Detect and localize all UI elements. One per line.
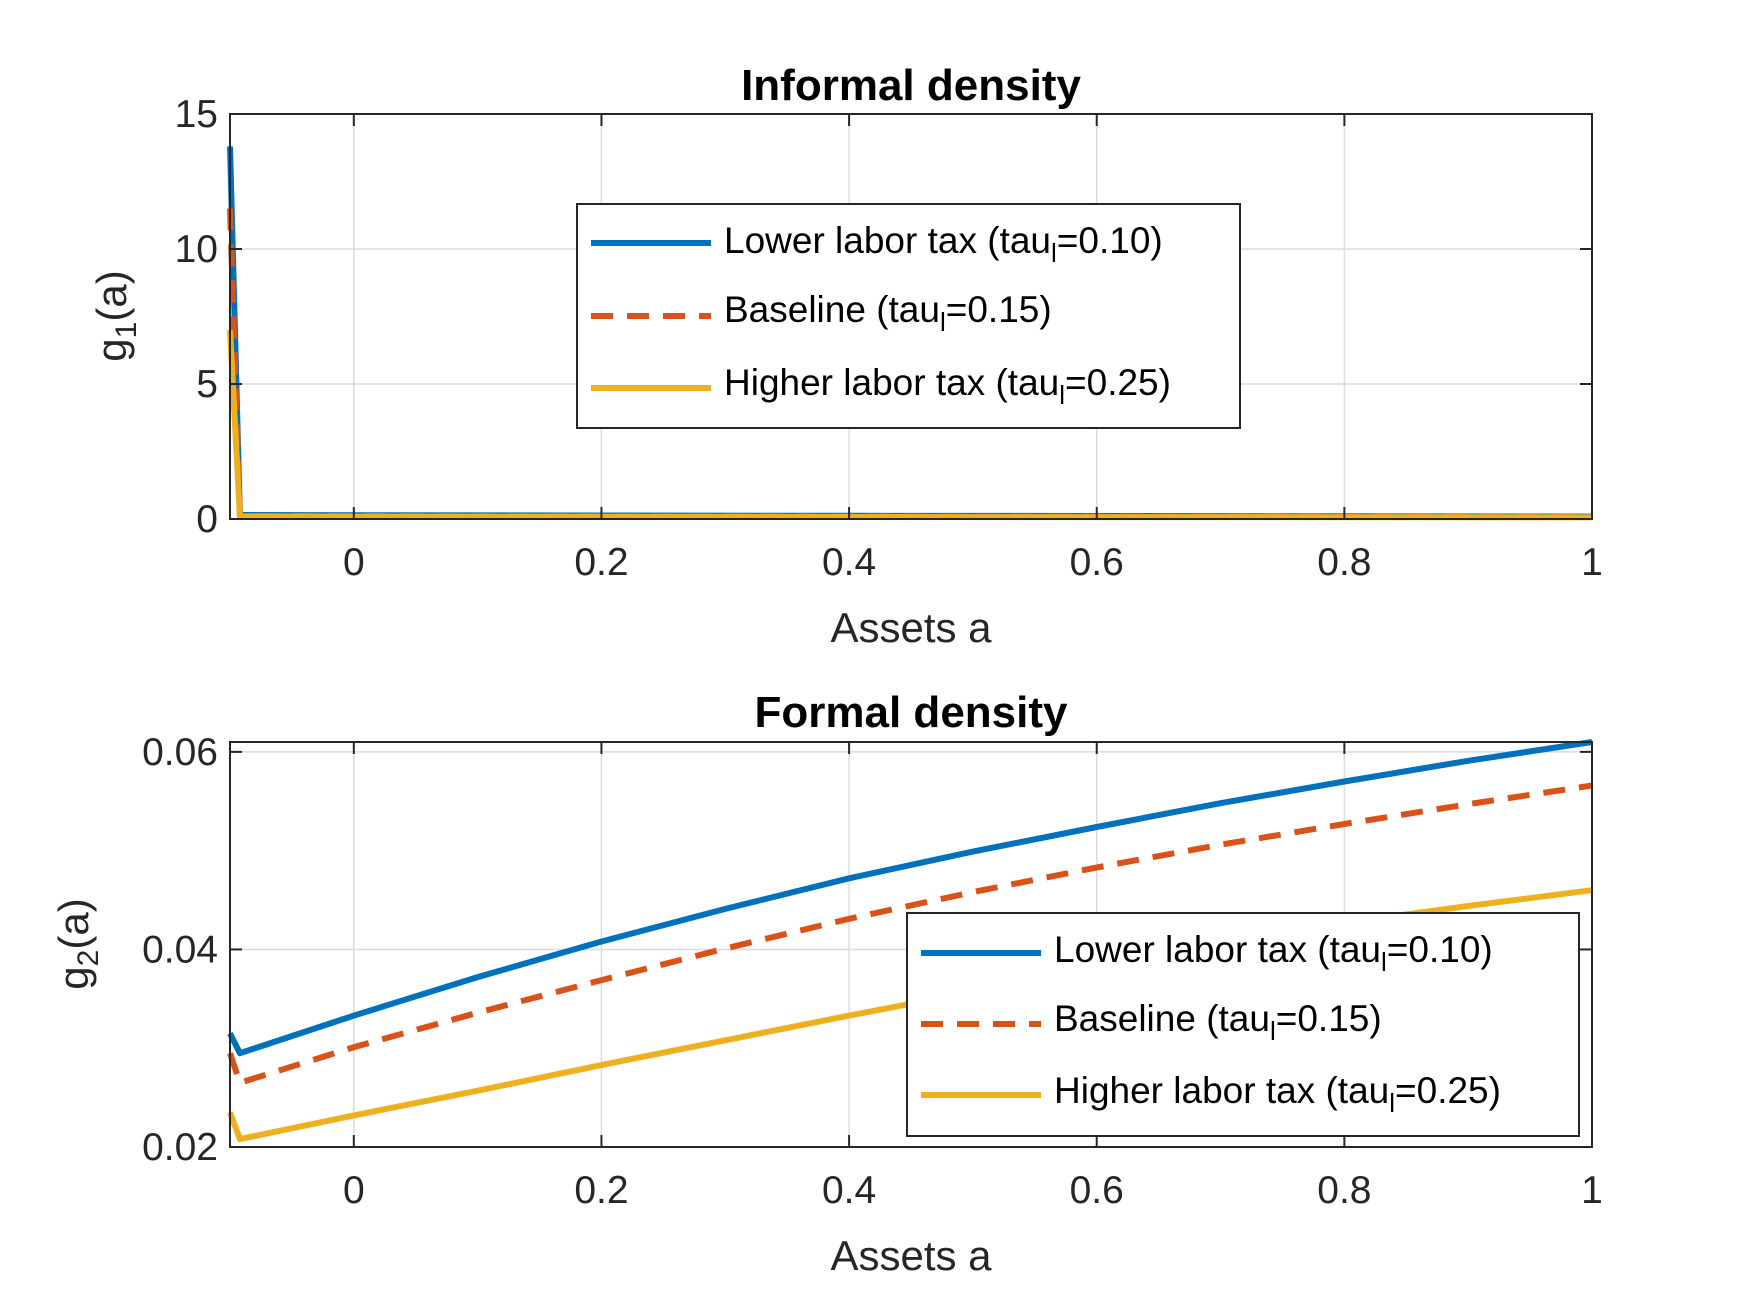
legend-label-lower-tax: Lower labor tax (taul=0.10) (1054, 929, 1493, 977)
y-tick-label: 10 (175, 228, 218, 271)
x-tick-labels: 0 0.2 0.4 0.6 0.8 1 (343, 541, 1603, 584)
legend-label-post: =0.25) (1065, 362, 1171, 403)
y-tick-labels: 0 5 10 15 (175, 93, 218, 541)
x-tick-label: 0 (343, 541, 365, 584)
legend-label-sub: l (1270, 1016, 1276, 1046)
y-label-sub: 1 (110, 322, 143, 339)
y-tick-label: 15 (175, 93, 218, 136)
series-lines (227, 146, 1593, 521)
y-tick-label: 0.06 (142, 731, 218, 774)
y-label-base: g (88, 338, 135, 361)
informal-density-panel: 0 0.2 0.4 0.6 0.8 1 0 5 10 15 Informal density A… (88, 61, 1603, 651)
y-tick-label: 0 (196, 498, 218, 541)
legend-label-sub: l (1381, 947, 1387, 977)
legend: Lower labor tax (taul=0.10) Baseline (ta… (576, 203, 1241, 429)
x-tick-label: 0.6 (1070, 541, 1124, 584)
legend-label-pre: Lower labor tax (tau (724, 220, 1051, 261)
legend-label-post: =0.10) (1057, 220, 1163, 261)
y-label-base: g (50, 966, 97, 989)
legend-label-sub: l (940, 307, 946, 337)
legend-label-baseline: Baseline (taul=0.15) (724, 289, 1052, 337)
axes-box (229, 741, 1593, 1148)
x-axis-label: Assets a (830, 604, 992, 651)
legend-label-pre: Lower labor tax (tau (1054, 929, 1381, 970)
x-tick-label: 0.8 (1317, 541, 1371, 584)
formal-density-panel: 0 0.2 0.4 0.6 0.8 1 0.02 0.04 0.06 Formal densi… (50, 688, 1603, 1279)
x-tick-label: 1 (1581, 1169, 1603, 1212)
legend: Lower labor tax (taul=0.10) Baseline (ta… (906, 912, 1580, 1137)
series-line-2 (227, 329, 1593, 521)
series-line-1 (227, 782, 1593, 1086)
legend-label-higher-tax: Higher labor tax (taul=0.25) (1054, 1070, 1501, 1118)
x-tick-label: 0.6 (1070, 1169, 1124, 1212)
y-label-rest: (a) (50, 898, 97, 949)
x-tick-label: 0.2 (574, 1169, 628, 1212)
x-tick-label: 0.2 (574, 541, 628, 584)
x-axis-label: Assets a (830, 1232, 992, 1279)
legend-label-post: =0.15) (1276, 998, 1382, 1039)
x-tick-label: 0.8 (1317, 1169, 1371, 1212)
x-tick-label: 0.4 (822, 541, 876, 584)
tick-marks (230, 113, 1593, 520)
legend-label-baseline: Baseline (taul=0.15) (1054, 998, 1382, 1046)
y-tick-label: 0.04 (142, 928, 218, 971)
tick-marks (230, 742, 1593, 1148)
legend-label-sub: l (1389, 1088, 1395, 1118)
y-tick-label: 5 (196, 363, 218, 406)
legend-label-pre: Higher labor tax (tau (1054, 1070, 1389, 1111)
x-tick-label: 0.4 (822, 1169, 876, 1212)
legend-label-pre: Higher labor tax (tau (724, 362, 1059, 403)
legend-label-post: =0.25) (1395, 1070, 1501, 1111)
y-axis-label: g1(a) (88, 270, 143, 361)
y-axis-label: g2(a) (50, 898, 105, 989)
legend-label-pre: Baseline (tau (724, 289, 940, 330)
y-label-sub: 2 (72, 950, 105, 967)
axes-box (229, 113, 1593, 520)
y-tick-labels: 0.02 0.04 0.06 (142, 731, 218, 1169)
y-tick-label: 0.02 (142, 1126, 218, 1169)
chart-title: Informal density (741, 61, 1081, 110)
x-tick-label: 0 (343, 1169, 365, 1212)
legend-label-pre: Baseline (tau (1054, 998, 1270, 1039)
series-line-0 (227, 739, 1593, 1057)
legend-label-sub: l (1051, 238, 1057, 268)
x-tick-labels: 0 0.2 0.4 0.6 0.8 1 (343, 1169, 1603, 1212)
x-tick-label: 1 (1581, 541, 1603, 584)
y-label-rest: (a) (88, 270, 135, 321)
legend-label-post: =0.10) (1387, 929, 1493, 970)
legend-label-post: =0.15) (946, 289, 1052, 330)
legend-label-lower-tax: Lower labor tax (taul=0.10) (724, 220, 1163, 268)
legend-label-sub: l (1059, 380, 1065, 410)
legend-label-higher-tax: Higher labor tax (taul=0.25) (724, 362, 1171, 410)
chart-title: Formal density (755, 688, 1068, 737)
